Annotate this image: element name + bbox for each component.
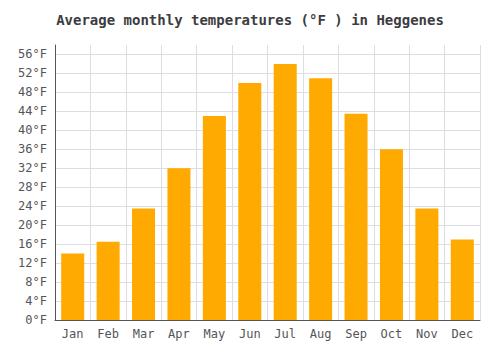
svg-text:44°F: 44°F — [18, 104, 47, 118]
svg-text:8°F: 8°F — [25, 275, 47, 289]
svg-text:Sep: Sep — [345, 327, 367, 341]
svg-text:Average monthly temperatures (: Average monthly temperatures (°F ) in He… — [56, 12, 444, 28]
svg-text:Mar: Mar — [133, 327, 155, 341]
svg-text:Dec: Dec — [451, 327, 473, 341]
svg-text:Nov: Nov — [416, 327, 438, 341]
svg-text:24°F: 24°F — [18, 199, 47, 213]
svg-text:56°F: 56°F — [18, 47, 47, 61]
svg-text:28°F: 28°F — [18, 180, 47, 194]
svg-text:May: May — [204, 327, 226, 341]
svg-text:Jul: Jul — [274, 327, 296, 341]
svg-text:Jan: Jan — [62, 327, 84, 341]
svg-text:36°F: 36°F — [18, 142, 47, 156]
svg-text:40°F: 40°F — [18, 123, 47, 137]
svg-text:48°F: 48°F — [18, 85, 47, 99]
svg-text:16°F: 16°F — [18, 237, 47, 251]
svg-text:52°F: 52°F — [18, 66, 47, 80]
svg-text:12°F: 12°F — [18, 256, 47, 270]
svg-text:Apr: Apr — [168, 327, 190, 341]
svg-text:Jun: Jun — [239, 327, 261, 341]
svg-text:Oct: Oct — [381, 327, 403, 341]
svg-text:0°F: 0°F — [25, 313, 47, 327]
svg-text:32°F: 32°F — [18, 161, 47, 175]
svg-text:4°F: 4°F — [25, 294, 47, 308]
svg-text:Feb: Feb — [97, 327, 119, 341]
svg-text:Aug: Aug — [310, 327, 332, 341]
svg-text:20°F: 20°F — [18, 218, 47, 232]
